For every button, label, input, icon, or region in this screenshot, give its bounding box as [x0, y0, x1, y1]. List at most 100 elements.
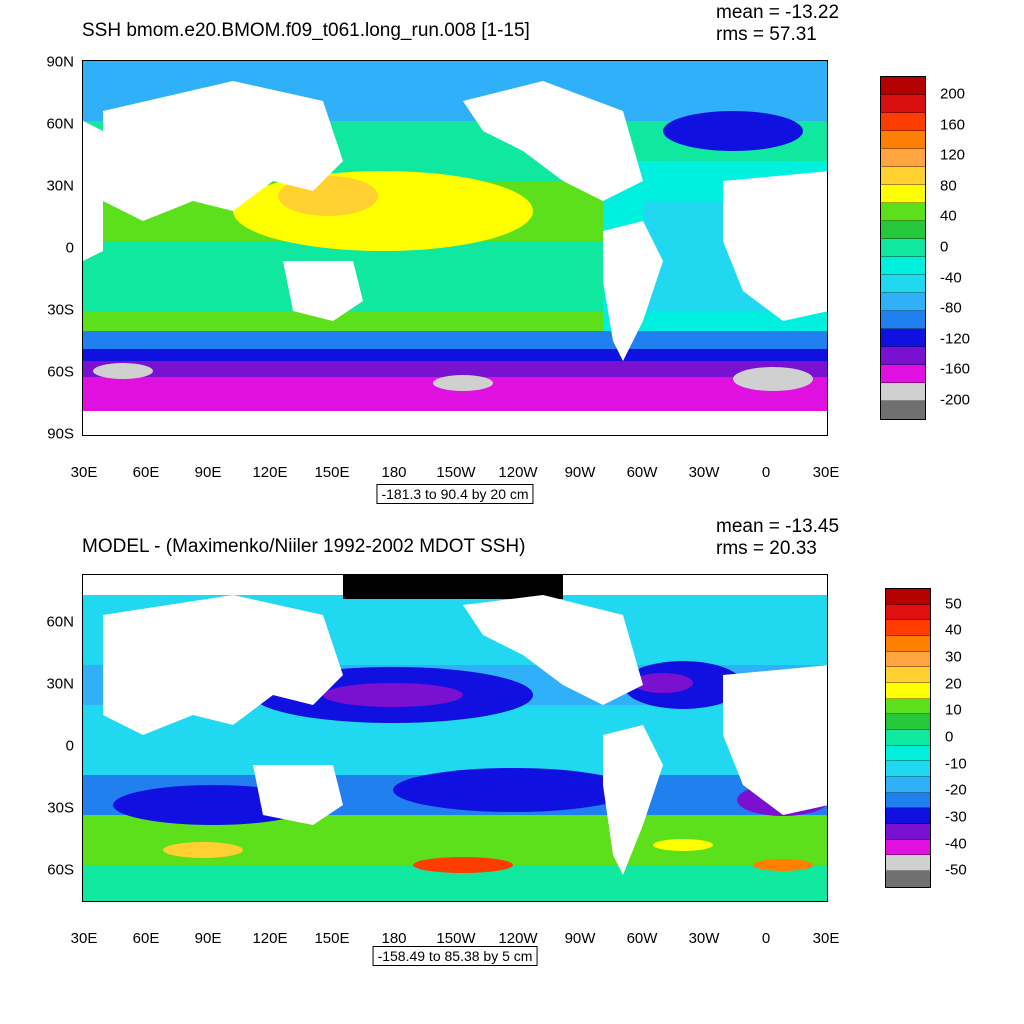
colorbar-cell — [881, 95, 925, 113]
colorbar-label: 0 — [945, 728, 954, 746]
continent-eurasia — [103, 595, 343, 735]
lon-label: 60E — [132, 930, 160, 947]
colorbar-label: 30 — [945, 648, 962, 666]
diff-map — [82, 574, 828, 902]
ssh-map-canvas — [83, 61, 827, 435]
colorbar-cell — [881, 149, 925, 167]
south-pacific-gyre — [393, 768, 633, 812]
continent-eurasia — [103, 81, 343, 221]
colorbar-label: -40 — [940, 269, 962, 287]
colorbar-label: -10 — [945, 755, 967, 773]
continent-africa — [723, 171, 827, 321]
lat-label: 90S — [47, 425, 74, 443]
colorbar-cell — [881, 203, 925, 221]
colorbar-cell — [886, 714, 930, 731]
lon-label: 30E — [812, 464, 840, 481]
colorbar-cell — [886, 839, 930, 856]
colorbar-cell — [881, 77, 925, 95]
colorbar-cell — [881, 185, 925, 203]
colorbar-label: 50 — [945, 595, 962, 613]
colorbar-cell — [881, 401, 925, 419]
lat-label: 30N — [46, 675, 74, 693]
lon-label: 30E — [70, 930, 98, 947]
warm-pool — [233, 171, 533, 251]
continent-north-america — [463, 81, 643, 201]
colorbar-cell — [886, 808, 930, 825]
mean-stat: mean = -13.45 — [716, 516, 840, 537]
lon-label: 150W — [436, 930, 476, 947]
diff-map-canvas — [83, 575, 827, 901]
colorbar-cell — [886, 792, 930, 809]
continent-australia — [283, 261, 363, 321]
colorbar-cell — [886, 589, 930, 605]
lat-label: 60N — [46, 115, 74, 133]
colorbar-label: 200 — [940, 85, 966, 103]
colorbar-label: 0 — [940, 238, 949, 256]
arctic-black-region — [343, 575, 563, 599]
colorbar-cell — [881, 113, 925, 131]
lat-label: 60S — [47, 363, 74, 381]
lat-label: 0 — [65, 737, 74, 755]
lon-label: 90E — [194, 930, 222, 947]
colorbar — [880, 76, 926, 420]
colorbar-label: 160 — [940, 116, 966, 134]
lon-label: 120E — [252, 464, 288, 481]
colorbar-label: 40 — [940, 207, 957, 225]
colorbar-label: 20 — [945, 675, 962, 693]
lat-label: 30S — [47, 301, 74, 319]
panel-title: MODEL - (Maximenko/Niiler 1992-2002 MDOT… — [82, 536, 526, 557]
lat-label: 90N — [46, 53, 74, 71]
lat-label: 0 — [65, 239, 74, 257]
lon-label: 0 — [761, 930, 771, 947]
lon-label: 120W — [498, 464, 538, 481]
colorbar-label: -50 — [945, 861, 967, 879]
colorbar-cell — [886, 636, 930, 652]
lon-label: 0 — [761, 464, 771, 481]
continent-north-america — [463, 595, 643, 705]
panel-title: SSH bmom.e20.BMOM.f09_t061.long_run.008 … — [82, 20, 530, 41]
lon-label: 30E — [70, 464, 98, 481]
colorbar-cell — [881, 221, 925, 239]
mean-stat: mean = -13.22 — [716, 2, 840, 23]
lon-label: 60E — [132, 464, 160, 481]
colorbar — [885, 588, 931, 888]
continent-south-america — [603, 221, 663, 361]
lat-label: 60N — [46, 613, 74, 631]
continent-antarctica — [83, 411, 827, 435]
colorbar-cell — [886, 651, 930, 668]
contour-range-box: -181.3 to 90.4 by 20 cm — [376, 484, 534, 504]
colorbar-cell — [886, 777, 930, 793]
continent-africa — [723, 665, 827, 815]
lon-label: 90E — [194, 464, 222, 481]
contour-range-box: -158.49 to 85.38 by 5 cm — [372, 946, 538, 966]
colorbar-cell — [881, 365, 925, 383]
colorbar-cell — [886, 855, 930, 872]
colorbar-label: 120 — [940, 146, 966, 164]
colorbar-label: -40 — [945, 835, 967, 853]
ssh-map — [82, 60, 828, 436]
colorbar-cell — [886, 761, 930, 778]
colorbar-cell — [886, 824, 930, 840]
colorbar-label: -80 — [940, 299, 962, 317]
colorbar-cell — [886, 604, 930, 621]
colorbar-cell — [881, 239, 925, 257]
lon-label: 150W — [436, 464, 476, 481]
colorbar-label: -160 — [940, 360, 971, 378]
lon-label: 90W — [564, 464, 596, 481]
colorbar-label: -120 — [940, 330, 971, 348]
lon-label: 150E — [314, 930, 350, 947]
lat-label: 60S — [47, 861, 74, 879]
colorbar-label: 40 — [945, 621, 962, 639]
rms-stat: rms = 57.31 — [716, 24, 817, 45]
lon-label: 30E — [812, 930, 840, 947]
colorbar-cell — [886, 683, 930, 699]
colorbar-cell — [881, 257, 925, 275]
lon-label: 60W — [626, 930, 658, 947]
colorbar-label: -200 — [940, 391, 971, 409]
colorbar-label: -30 — [945, 808, 967, 826]
colorbar-cell — [886, 698, 930, 715]
rms-stat: rms = 20.33 — [716, 538, 817, 559]
continent-australia — [253, 765, 343, 825]
lon-label: 180 — [381, 464, 407, 481]
lon-label: 60W — [626, 464, 658, 481]
